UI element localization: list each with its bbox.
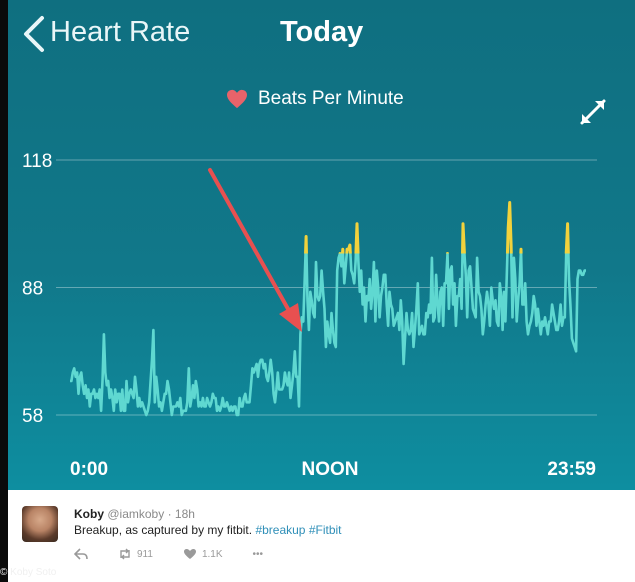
tweet-handle[interactable]: @iamkoby (107, 507, 165, 521)
tweet-card: Koby @iamkoby · 18h Breakup, as captured… (8, 490, 635, 582)
tweet-text: Breakup, as captured by my fitbit. #brea… (74, 523, 342, 537)
hashtag-breakup[interactable]: #breakup (255, 523, 306, 537)
page-title: Today (280, 16, 364, 48)
heart-icon (227, 89, 247, 109)
hashtag-fitbit[interactable]: #Fitbit (308, 523, 342, 537)
retweet-icon (120, 548, 130, 560)
annotation-arrowhead (279, 303, 302, 332)
heart-rate-line (70, 253, 586, 417)
like-count: 1.1K (201, 548, 223, 560)
tweet-header: Koby @iamkoby · 18h (74, 507, 195, 521)
like-icon (183, 549, 196, 559)
tweet-separator: · (167, 507, 172, 521)
x-tick-label: 0:00 (70, 459, 108, 480)
heart-rate-peak-line (304, 201, 570, 254)
tweet-author-name[interactable]: Koby (74, 507, 104, 521)
photo-credit: © Koby Soto (0, 567, 57, 578)
x-tick-label: NOON (302, 459, 359, 480)
more-icon: ••• (252, 548, 264, 560)
more-button[interactable]: ••• (253, 549, 264, 560)
reply-icon (74, 548, 88, 560)
like-button[interactable]: 1.1K (183, 548, 223, 560)
y-tick-label: 118 (22, 151, 52, 172)
tweet-body: Breakup, as captured by my fitbit. (74, 523, 253, 537)
avatar[interactable] (22, 506, 58, 542)
annotation-arrow (208, 168, 294, 318)
chart-legend: Beats Per Minute (226, 88, 404, 110)
retweet-button[interactable]: 911 (118, 548, 153, 560)
header: Heart Rate Today (8, 0, 635, 70)
x-tick-label: 23:59 (547, 459, 596, 480)
heart-rate-chart: 58 88 118 0:00 NOON 23:59 (22, 151, 597, 480)
retweet-count: 911 (137, 548, 153, 560)
reply-button[interactable] (74, 548, 88, 560)
fitbit-screen: 58 88 118 0:00 NOON 23:59 Heart Rate Today Be… (8, 0, 635, 490)
back-button-label[interactable]: Heart Rate (50, 16, 191, 48)
y-tick-label: 58 (22, 406, 43, 427)
expand-icon[interactable] (577, 96, 609, 128)
legend-label: Beats Per Minute (258, 88, 404, 109)
tweet-actions: 911 1.1K ••• (74, 548, 293, 560)
chevron-left-icon[interactable] (18, 14, 52, 54)
y-tick-label: 88 (22, 279, 43, 300)
tweet-time[interactable]: 18h (174, 507, 195, 521)
